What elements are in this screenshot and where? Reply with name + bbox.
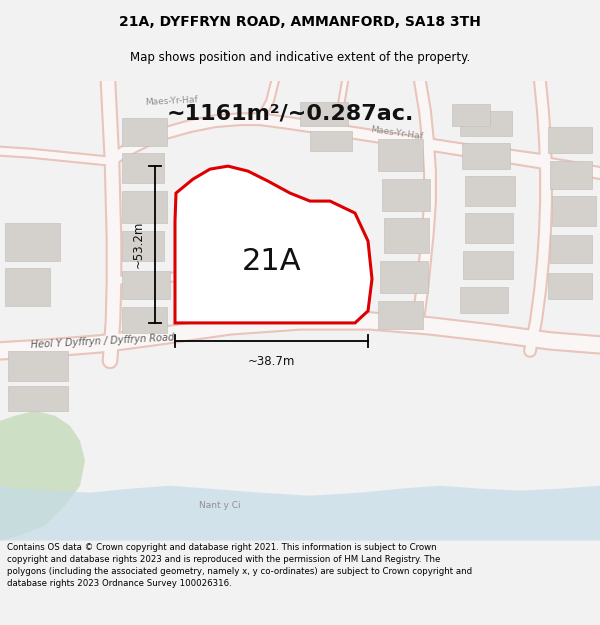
Bar xyxy=(122,153,164,183)
Bar xyxy=(452,104,490,126)
Text: 21A: 21A xyxy=(242,246,302,276)
Bar xyxy=(465,176,515,206)
Bar xyxy=(378,139,423,171)
Bar xyxy=(122,191,167,223)
Bar xyxy=(384,218,429,253)
Bar xyxy=(122,231,164,261)
Polygon shape xyxy=(0,411,85,541)
Polygon shape xyxy=(175,166,372,323)
Polygon shape xyxy=(0,486,600,541)
Text: Nant y Ci: Nant y Ci xyxy=(199,501,241,510)
Text: ~38.7m: ~38.7m xyxy=(248,355,295,368)
Bar xyxy=(122,271,170,299)
Bar xyxy=(548,127,592,153)
Bar xyxy=(122,118,167,146)
Bar xyxy=(5,223,60,261)
Text: 21A, DYFFRYN ROAD, AMMANFORD, SA18 3TH: 21A, DYFFRYN ROAD, AMMANFORD, SA18 3TH xyxy=(119,16,481,29)
Text: ~53.2m: ~53.2m xyxy=(132,221,145,268)
Bar xyxy=(8,351,68,381)
Text: Maes-Yr-Haf: Maes-Yr-Haf xyxy=(370,125,424,141)
Bar xyxy=(462,143,510,169)
Bar xyxy=(300,102,348,126)
Bar xyxy=(185,235,227,273)
Bar xyxy=(122,307,167,333)
Bar xyxy=(382,179,430,211)
Bar xyxy=(460,111,512,136)
Bar xyxy=(310,131,352,151)
Text: ~1161m²/~0.287ac.: ~1161m²/~0.287ac. xyxy=(166,103,413,123)
Bar xyxy=(460,287,508,313)
Bar xyxy=(463,251,513,279)
Bar xyxy=(180,278,232,313)
Bar xyxy=(550,161,592,189)
Text: Heol Y Dyffryn / Dyffryn Road: Heol Y Dyffryn / Dyffryn Road xyxy=(30,332,174,349)
Bar xyxy=(180,188,228,226)
Bar xyxy=(378,301,423,329)
Bar xyxy=(465,213,513,243)
Bar xyxy=(552,196,596,226)
Bar xyxy=(548,273,592,299)
Text: Map shows position and indicative extent of the property.: Map shows position and indicative extent… xyxy=(130,51,470,64)
Text: Contains OS data © Crown copyright and database right 2021. This information is : Contains OS data © Crown copyright and d… xyxy=(7,544,472,588)
Bar xyxy=(8,386,68,411)
Bar xyxy=(550,235,592,263)
Bar xyxy=(380,261,428,293)
Text: Maes-Yr-Haf: Maes-Yr-Haf xyxy=(145,96,198,107)
Bar xyxy=(5,268,50,306)
